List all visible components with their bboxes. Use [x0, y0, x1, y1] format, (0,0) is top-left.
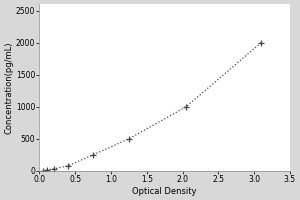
X-axis label: Optical Density: Optical Density	[132, 187, 197, 196]
Y-axis label: Concentration(pg/mL): Concentration(pg/mL)	[4, 41, 13, 134]
